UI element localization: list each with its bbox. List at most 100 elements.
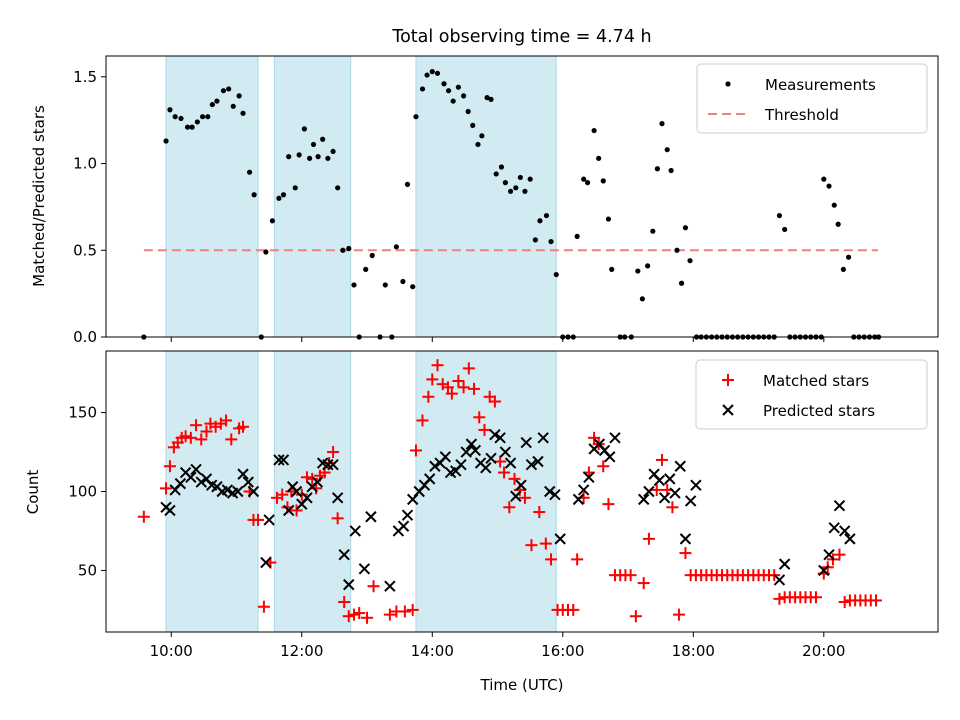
matched-star-point [237,420,250,433]
predicted-star-point [429,460,441,472]
matched-star-point [353,607,366,620]
x-tick-label: 12:00 [280,642,323,660]
predicted-star-point [525,458,538,471]
measurement-point [220,88,227,94]
matched-star-point [338,596,351,609]
matched-star-point [163,460,176,473]
measurement-point [178,115,184,122]
matched-star-point [588,431,601,444]
ratio-panel: 0.0 0.5 1.0 1.5 Matched/Predicted stars Mea… [30,55,939,346]
measurement-point [315,154,321,160]
matched-star-point [327,446,340,459]
matched-star-point [184,431,197,444]
ratio-legend: Measurements Threshold [696,63,928,134]
predicted-star-point [311,476,324,488]
legend-matched-marker [722,374,734,386]
predicted-star-point [773,574,786,586]
measurement-point [584,180,591,186]
measurement-point [393,244,399,250]
measurement-point [479,133,485,139]
predicted-star-point [195,476,207,488]
matched-star-point [306,472,319,485]
predicted-star-point [674,460,686,472]
measurement-point [226,86,232,92]
predicted-star-point [301,492,313,504]
measurement-point [543,212,550,219]
predicted-star-point [469,444,482,457]
measurement-point [609,266,615,272]
matched-star-point [361,611,374,624]
matched-star-point [383,608,396,621]
measurement-point [605,216,612,222]
measurement-point [596,155,602,161]
measurement-point [574,233,580,239]
measurement-point [455,84,461,90]
matched-star-point [602,498,615,511]
observing-window-span [165,55,259,338]
matched-star-point [478,423,491,436]
matched-star-point [533,506,546,519]
measurement-point [269,218,275,224]
predicted-star-point [510,490,522,502]
x-tick-label: 16:00 [541,642,584,660]
matched-star-point [179,430,192,443]
x-tick-label: 18:00 [672,642,715,660]
measurement-point [310,141,317,148]
predicted-star-point [537,432,549,444]
matched-star-point [398,605,411,618]
matched-star-point [488,395,501,408]
matched-star-point [457,381,470,394]
measurement-point [645,263,651,269]
predicted-star-point [277,454,290,466]
figure-title: Total observing time = 4.74 h [391,27,651,47]
predicted-star-point [327,458,339,471]
measurement-point [687,258,693,264]
measurement-point [199,114,206,120]
predicted-star-point [684,495,697,507]
measurement-point [517,174,523,181]
predicted-star-point [423,473,436,485]
y-tick-label: 0.5 [73,241,97,259]
matched-star-point [160,482,173,495]
measurement-point [502,180,508,186]
matched-star-point [672,608,685,621]
predicted-star-point [485,452,497,465]
matched-star-point [870,594,883,607]
measurement-point [230,103,236,109]
measurement-point [668,167,674,174]
matched-star-point [655,453,668,466]
measurement-point [441,81,447,87]
measurement-point [635,268,641,274]
measurement-point [429,69,435,75]
measurement-point [172,114,178,120]
measurement-point [400,278,406,285]
matched-star-point [441,381,454,394]
predicted-star-point [384,580,396,592]
predicted-star-point [338,548,350,561]
predicted-star-point [365,511,377,523]
predicted-star-point [823,548,835,561]
measurement-point [460,93,467,99]
matched-star-point [331,512,344,525]
y-tick-label: 1.0 [73,155,97,173]
observing-window-span [415,350,557,633]
measurement-point [831,202,837,208]
matched-star-point [624,569,637,582]
predicted-star-point [401,509,414,521]
matched-star-point [473,411,486,424]
measurement-point [591,127,597,134]
count-legend-frame [695,359,928,430]
measurement-point [674,247,680,253]
matched-star-point [137,510,150,523]
y-tick-label: 100 [68,483,97,501]
count-legend: Matched stars Predicted stars [695,359,928,430]
measurement-point [659,121,665,127]
measurement-point [445,88,452,94]
measurement-point [465,108,471,115]
matched-star-point [597,460,610,473]
measurement-point [301,126,307,132]
predicted-star-points [160,428,856,592]
predicted-star-point [554,533,566,545]
measurement-point [205,114,211,120]
matched-star-point [539,537,552,550]
